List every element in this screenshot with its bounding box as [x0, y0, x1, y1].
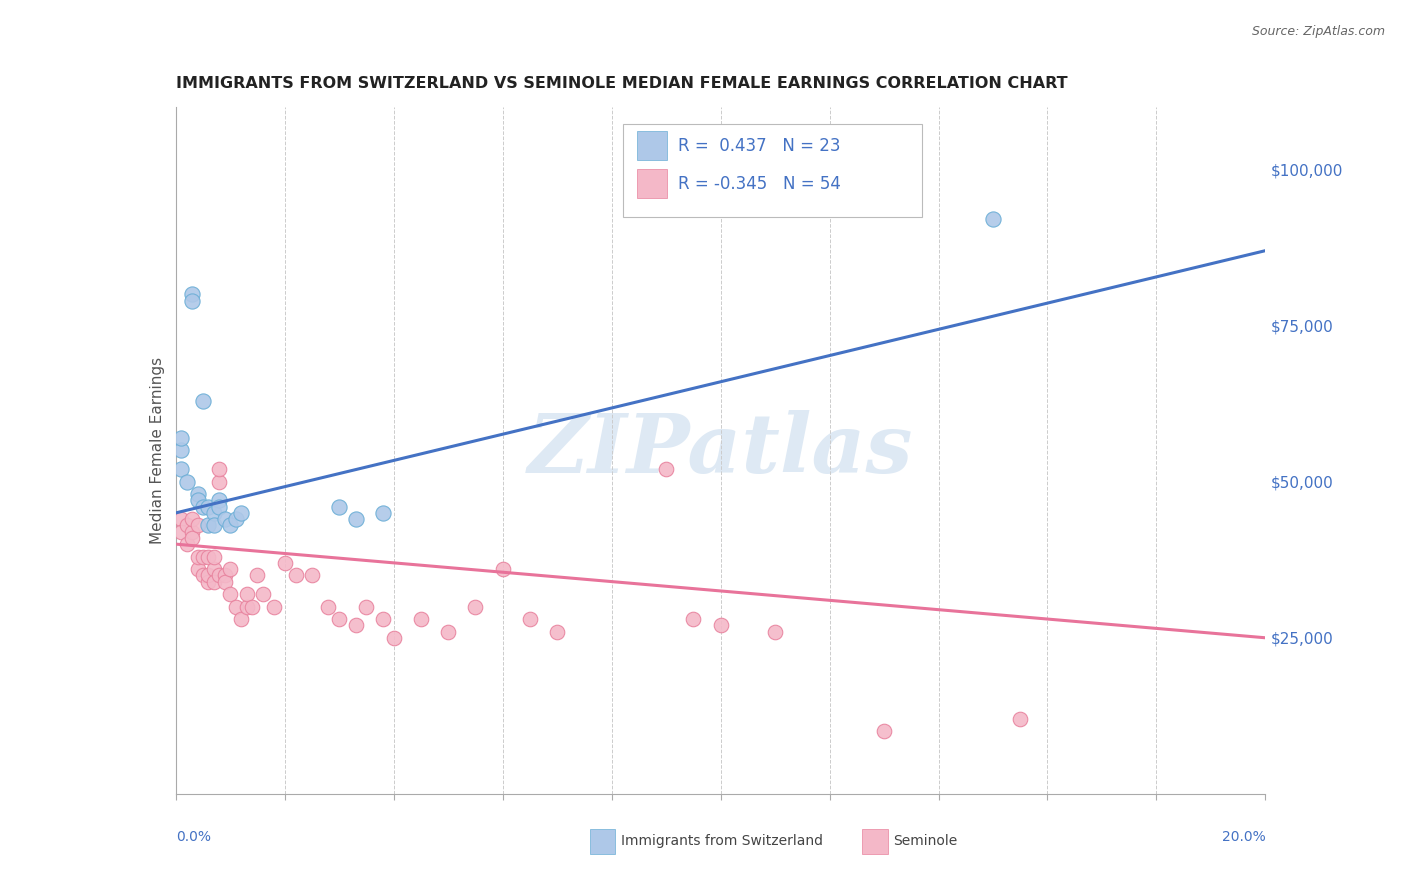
Point [301, 568, 323, 582]
Point [197, 574, 219, 589]
Point [191, 393, 214, 408]
Point [186, 493, 209, 508]
Point [197, 549, 219, 564]
Point [186, 562, 209, 576]
Point [219, 587, 242, 601]
Point [191, 568, 214, 582]
Point [208, 568, 231, 582]
Point [225, 599, 247, 614]
Point [655, 462, 678, 476]
Point [328, 500, 350, 514]
Point [202, 562, 225, 576]
FancyBboxPatch shape [623, 124, 922, 217]
Text: IMMIGRANTS FROM SWITZERLAND VS SEMINOLE MEDIAN FEMALE EARNINGS CORRELATION CHART: IMMIGRANTS FROM SWITZERLAND VS SEMINOLE … [176, 76, 1067, 91]
Point [873, 724, 896, 739]
Point [214, 568, 236, 582]
Point [344, 618, 367, 632]
Point [235, 587, 257, 601]
Point [240, 599, 263, 614]
Point [197, 518, 219, 533]
Point [263, 599, 285, 614]
Point [546, 624, 568, 639]
Point [170, 443, 193, 458]
Point [252, 587, 274, 601]
Point [409, 612, 432, 626]
Y-axis label: Median Female Earnings: Median Female Earnings [149, 357, 165, 544]
Point [191, 549, 214, 564]
Point [181, 524, 204, 539]
Point [181, 531, 204, 545]
Point [344, 512, 367, 526]
Text: Seminole: Seminole [893, 834, 957, 848]
Point [186, 487, 209, 501]
Point [181, 293, 204, 308]
Point [437, 624, 460, 639]
Point [274, 556, 297, 570]
Point [710, 618, 733, 632]
Point [328, 612, 350, 626]
Point [176, 518, 198, 533]
Text: ZIPatlas: ZIPatlas [527, 410, 914, 491]
Text: R =  0.437   N = 23: R = 0.437 N = 23 [678, 136, 841, 155]
Point [208, 493, 231, 508]
Point [202, 574, 225, 589]
Text: Immigrants from Switzerland: Immigrants from Switzerland [621, 834, 823, 848]
Point [682, 612, 704, 626]
Point [214, 512, 236, 526]
Point [371, 506, 394, 520]
FancyBboxPatch shape [637, 169, 668, 198]
Point [176, 537, 198, 551]
Text: 0.0%: 0.0% [176, 830, 211, 844]
Text: R = -0.345   N = 54: R = -0.345 N = 54 [678, 175, 841, 193]
Point [208, 500, 231, 514]
Point [191, 500, 214, 514]
Point [219, 562, 242, 576]
Point [181, 512, 204, 526]
Point [318, 599, 340, 614]
Point [170, 462, 193, 476]
Point [186, 549, 209, 564]
Text: Source: ZipAtlas.com: Source: ZipAtlas.com [1251, 25, 1385, 38]
Point [1010, 712, 1032, 726]
Text: 20.0%: 20.0% [1222, 830, 1265, 844]
Point [981, 212, 1004, 227]
Point [284, 568, 307, 582]
Point [219, 518, 242, 533]
Point [371, 612, 394, 626]
Point [231, 506, 253, 520]
Point [202, 506, 225, 520]
Point [186, 518, 209, 533]
Point [170, 512, 193, 526]
Point [492, 562, 515, 576]
Point [763, 624, 786, 639]
Point [197, 500, 219, 514]
Point [246, 568, 269, 582]
Point [225, 512, 247, 526]
Point [170, 524, 193, 539]
Point [214, 574, 236, 589]
Point [202, 518, 225, 533]
Point [519, 612, 541, 626]
Point [170, 431, 193, 445]
Point [231, 612, 253, 626]
FancyBboxPatch shape [637, 131, 668, 161]
Point [464, 599, 486, 614]
Point [197, 568, 219, 582]
Point [208, 475, 231, 489]
Point [176, 475, 198, 489]
Point [202, 549, 225, 564]
Point [382, 631, 405, 645]
Point [208, 462, 231, 476]
Point [235, 599, 257, 614]
Point [181, 287, 204, 301]
Point [356, 599, 378, 614]
